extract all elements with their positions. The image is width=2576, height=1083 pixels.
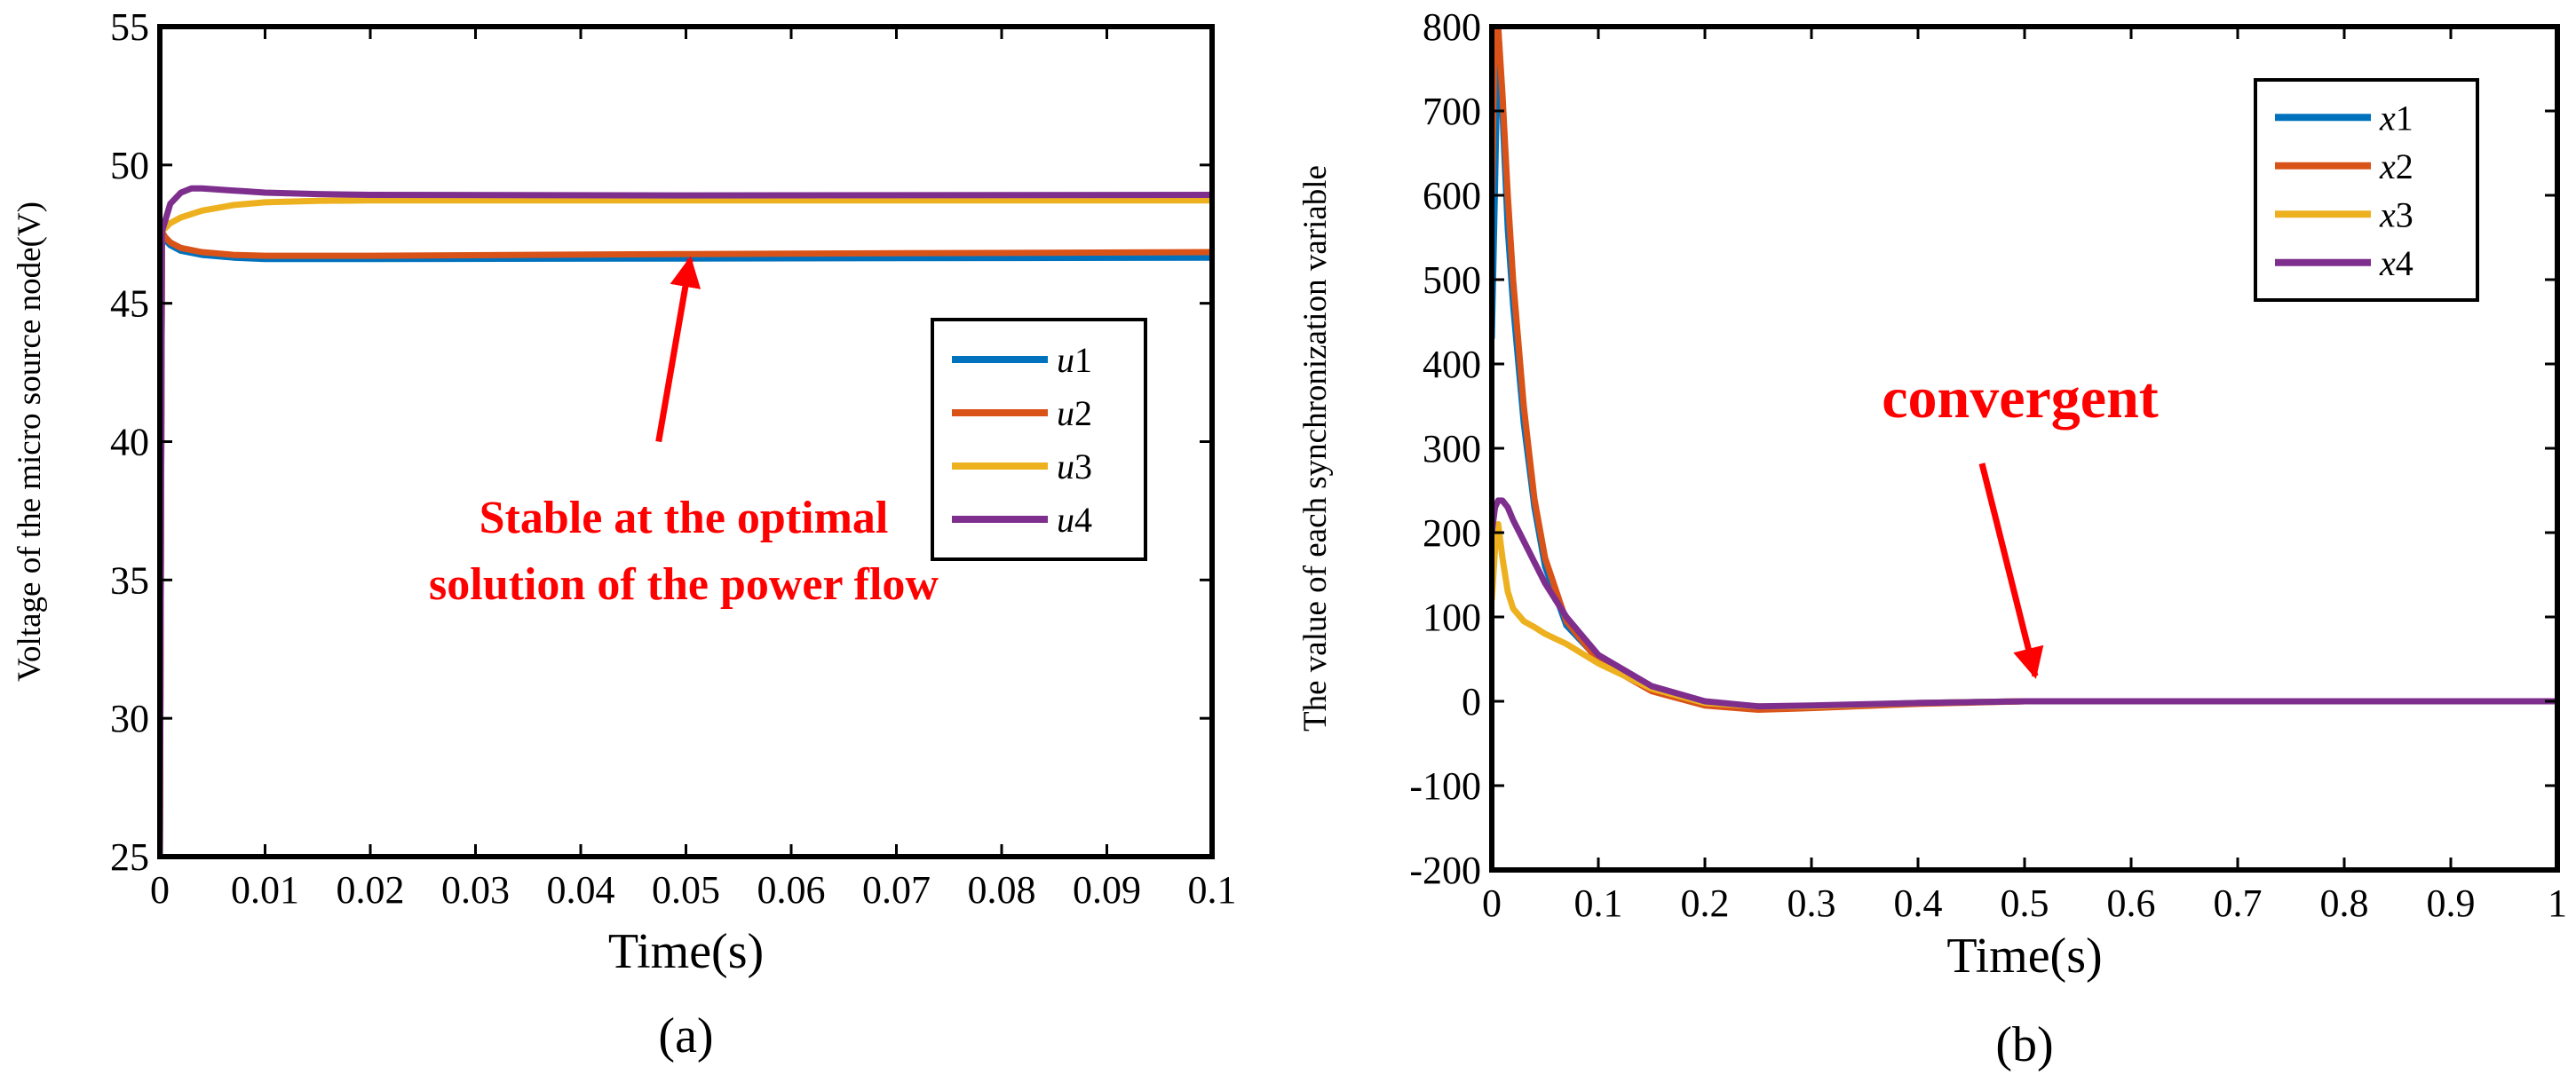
y-tick-label: 500 — [1423, 258, 1481, 302]
y-tick-label: 700 — [1423, 90, 1481, 133]
annotation-text: Stable at the optimal — [480, 493, 889, 543]
y-tick-label: 600 — [1423, 174, 1481, 217]
y-tick-label: 50 — [110, 144, 149, 187]
panel-label: (b) — [1995, 1017, 2053, 1072]
x-tick-label: 0.8 — [2320, 881, 2369, 925]
x-axis-label: Time(s) — [608, 924, 764, 979]
legend-entry-u1: u1 — [1057, 340, 1092, 380]
x-tick-label: 0.06 — [757, 868, 826, 912]
x-tick-label: 0.5 — [2001, 881, 2049, 925]
y-tick-label: 300 — [1423, 427, 1481, 470]
legend-entry-u2: u2 — [1057, 393, 1092, 433]
x-tick-label: 0.4 — [1894, 881, 1943, 925]
panel-label: (a) — [658, 1008, 713, 1063]
x-tick-label: 1 — [2548, 881, 2567, 925]
legend-box — [2254, 78, 2479, 302]
panel-b-sync-variable-chart: 0 0.1 0.2 0.3 0.4 0.5 0.6 0.7 0.8 0.9 1 -200 -100 0 10… — [1297, 5, 2567, 1072]
x-tick-label: 0.04 — [547, 868, 615, 912]
legend-box — [931, 318, 1147, 561]
y-axis-label: The value of each synchronization variab… — [1297, 165, 1334, 731]
x-tick-label: 0.9 — [2427, 881, 2476, 925]
x-tick-label: 0.1 — [1574, 881, 1623, 925]
x-axis-label: Time(s) — [1946, 929, 2102, 984]
series-line-u3 — [160, 197, 1212, 857]
y-tick-label: -200 — [1409, 849, 1481, 892]
annotation: Stable at the optimal solution of the pow… — [429, 256, 939, 610]
x-tick-label: 0.6 — [2107, 881, 2156, 925]
legend: x1 x2 x3 x4 — [2254, 78, 2479, 302]
y-tick-label: 30 — [110, 697, 149, 740]
legend-entry-x1: x1 — [2379, 98, 2414, 138]
x-tick-label: 0.7 — [2214, 881, 2263, 925]
x-tick-label: 0 — [150, 868, 170, 912]
legend: u1 u2 u3 u4 — [931, 318, 1147, 561]
series-line-x3 — [1492, 521, 2557, 710]
x-tick-label: 0.2 — [1681, 881, 1730, 925]
annotation-arrow — [1978, 462, 2044, 679]
x-tick-label: 0.08 — [968, 868, 1036, 912]
x-tick-label: 0.3 — [1787, 881, 1836, 925]
y-tick-label: 800 — [1423, 5, 1481, 49]
legend-entry-u4: u4 — [1057, 500, 1092, 540]
y-tick-label: 200 — [1423, 511, 1481, 555]
panel-a-voltage-chart: 0 0.01 0.02 0.03 0.04 0.05 0.06 0.07 0.08 0.09 0.1… — [12, 5, 1237, 1063]
annotation-arrow — [655, 256, 701, 443]
x-tick-label: 0.09 — [1073, 868, 1141, 912]
x-tick-label: 0.05 — [652, 868, 720, 912]
legend-entry-x3: x3 — [2379, 194, 2414, 234]
y-tick-label: 35 — [110, 558, 149, 602]
x-tick-label: 0.01 — [231, 868, 299, 912]
legend-entry-u3: u3 — [1057, 447, 1092, 486]
y-axis-label: Voltage of the micro source node(V) — [12, 202, 48, 682]
x-tick-label: 0.07 — [862, 868, 931, 912]
y-tick-label: 40 — [110, 421, 149, 464]
y-tick-label: 100 — [1423, 596, 1481, 639]
x-tick-label: 0.03 — [441, 868, 510, 912]
annotation: convergent — [1882, 366, 2159, 679]
y-tick-label: -100 — [1409, 764, 1481, 808]
series-line-u4 — [160, 185, 1212, 857]
y-tick-label: 0 — [1462, 680, 1481, 723]
series-line-x4 — [1492, 497, 2557, 710]
x-tick-label: 0.02 — [337, 868, 405, 912]
y-tick-label: 400 — [1423, 343, 1481, 386]
y-tick-label: 25 — [110, 835, 149, 879]
x-tick-label: 0 — [1482, 881, 1502, 925]
y-tick-label: 55 — [110, 5, 149, 49]
legend-entry-x4: x4 — [2379, 243, 2414, 283]
x-tick-label: 0.1 — [1188, 868, 1237, 912]
annotation-text: solution of the power flow — [429, 559, 939, 610]
y-tick-label: 45 — [110, 282, 149, 326]
annotation-text: convergent — [1882, 366, 2159, 431]
legend-entry-x2: x2 — [2379, 146, 2414, 186]
